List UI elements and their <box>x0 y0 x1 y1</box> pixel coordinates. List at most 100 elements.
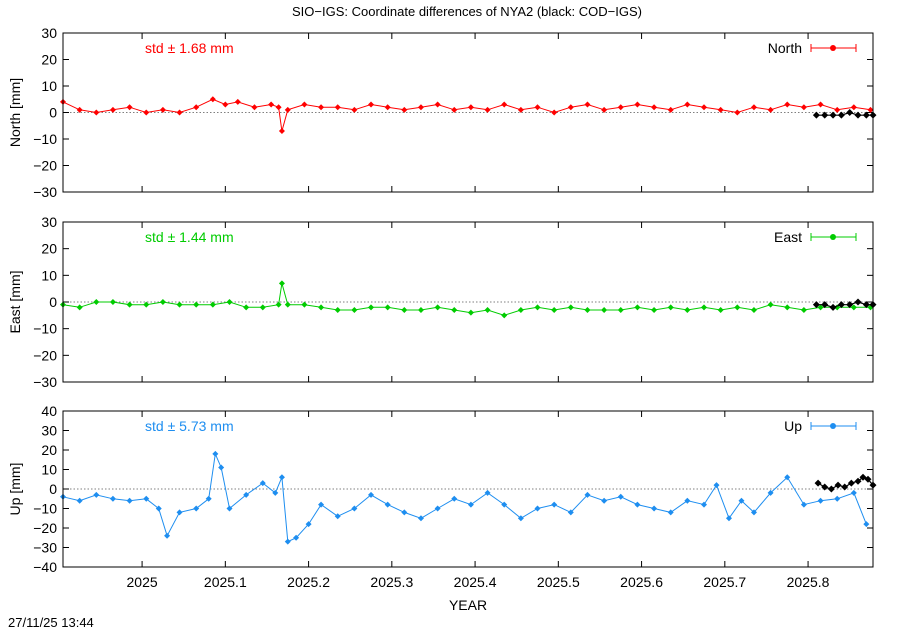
up-series-line <box>62 452 867 543</box>
north-data-point <box>601 106 608 113</box>
north-ytick-label: −10 <box>33 131 57 147</box>
up-data-point <box>713 482 720 489</box>
up-ytick-label: −10 <box>33 501 57 517</box>
east-std-label: std ± 1.44 mm <box>145 229 234 245</box>
east-data-point <box>318 304 325 311</box>
east-data-point <box>817 304 824 311</box>
up-comparison-point <box>827 485 835 493</box>
east-comparison-point <box>812 301 820 309</box>
north-data-point <box>109 106 116 113</box>
east-data-point <box>517 307 524 313</box>
east-data-point <box>243 304 250 311</box>
up-data-point <box>725 515 732 522</box>
north-data-point <box>634 101 641 108</box>
up-data-point <box>205 495 212 502</box>
x-tick-label: 2025.6 <box>620 574 663 590</box>
east-data-point <box>93 299 100 305</box>
east-data-point <box>143 301 150 308</box>
up-data-point <box>193 505 200 512</box>
north-data-point <box>867 106 874 113</box>
north-data-point <box>651 104 658 111</box>
east-comparison-point <box>854 298 862 306</box>
north-plot-frame <box>62 32 874 193</box>
north-data-point <box>268 101 275 108</box>
up-data-point <box>451 495 458 502</box>
up-ytick-label: 30 <box>41 423 57 439</box>
up-comparison-point <box>841 483 849 491</box>
east-data-point <box>334 307 341 313</box>
north-comparison-point <box>862 111 870 119</box>
east-data-point <box>701 304 708 311</box>
up-comparison-point <box>821 483 829 491</box>
up-data-point <box>176 509 183 516</box>
north-data-point <box>567 104 574 111</box>
east-data-point <box>417 307 424 313</box>
x-tick-label: 2025.2 <box>287 574 330 590</box>
up-ytick-label: −40 <box>33 559 57 575</box>
east-data-point <box>717 307 724 313</box>
up-data-point <box>143 495 150 502</box>
east-data-point <box>259 304 266 311</box>
north-panel: −30 −20 −10 0 10 20 30 North [mm] std ± 1.68 mm N… <box>7 25 877 200</box>
east-data-point <box>584 307 591 313</box>
east-data-point <box>451 307 458 313</box>
north-data-point <box>684 101 691 108</box>
up-data-point <box>226 505 233 512</box>
up-data-point <box>293 534 300 541</box>
north-comparison-point <box>829 111 837 119</box>
up-data-point <box>784 474 791 481</box>
north-comparison-point <box>854 111 862 119</box>
up-ytick-label: −30 <box>33 540 57 556</box>
east-data-point <box>601 307 608 313</box>
x-axis-label: YEAR <box>449 597 487 613</box>
north-data-point <box>667 106 674 113</box>
up-data-point <box>272 489 279 496</box>
x-tick-label: 2025.1 <box>204 574 247 590</box>
north-ytick-label: 10 <box>41 78 57 94</box>
up-data-point <box>567 509 574 516</box>
up-data-point <box>750 509 757 516</box>
east-ytick-label: 10 <box>41 267 57 283</box>
east-data-point <box>784 304 791 311</box>
north-data-point <box>701 104 708 111</box>
north-data-point <box>850 104 857 111</box>
north-comparison-point <box>837 111 845 119</box>
north-y-axis-label: North [mm] <box>7 78 23 147</box>
north-series-line <box>62 98 871 132</box>
north-data-point <box>501 101 508 108</box>
east-data-point <box>750 307 757 313</box>
up-data-point <box>334 513 341 520</box>
east-data-point <box>176 301 183 308</box>
up-ytick-label: 20 <box>41 442 57 458</box>
up-comparison-point <box>834 481 842 489</box>
east-comparison-point <box>837 301 845 309</box>
up-data-point <box>800 501 807 508</box>
up-data-point <box>212 450 219 457</box>
north-data-point <box>318 104 325 111</box>
east-data-point <box>368 304 375 311</box>
up-ytick-label: 10 <box>41 462 57 478</box>
east-data-point <box>651 307 658 313</box>
north-data-point <box>284 106 291 113</box>
north-data-point <box>517 106 524 113</box>
east-data-point <box>617 307 624 313</box>
north-comparison-point <box>846 109 854 116</box>
north-data-point <box>126 104 133 111</box>
east-data-point <box>159 299 166 305</box>
east-data-point <box>351 307 358 313</box>
east-data-point <box>534 304 541 311</box>
north-data-point <box>275 104 282 111</box>
north-data-point <box>584 101 591 108</box>
north-data-point <box>234 98 241 105</box>
east-panel: −30 −20 −10 0 10 20 30 East [mm] std ± 1.44 mm Ea… <box>7 214 877 390</box>
up-data-point <box>164 532 171 539</box>
east-data-point <box>767 301 774 308</box>
north-data-point <box>76 106 83 113</box>
north-data-point <box>222 101 229 108</box>
east-ytick-label: 20 <box>41 241 57 257</box>
up-comparison-point <box>854 477 862 485</box>
north-ytick-label: −30 <box>33 184 57 200</box>
up-comparison-point <box>814 479 822 487</box>
up-data-point <box>667 509 674 516</box>
x-tick-label: 2025.5 <box>537 574 580 590</box>
